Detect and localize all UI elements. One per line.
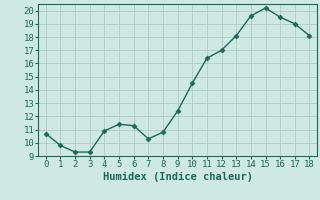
- X-axis label: Humidex (Indice chaleur): Humidex (Indice chaleur): [103, 172, 252, 182]
